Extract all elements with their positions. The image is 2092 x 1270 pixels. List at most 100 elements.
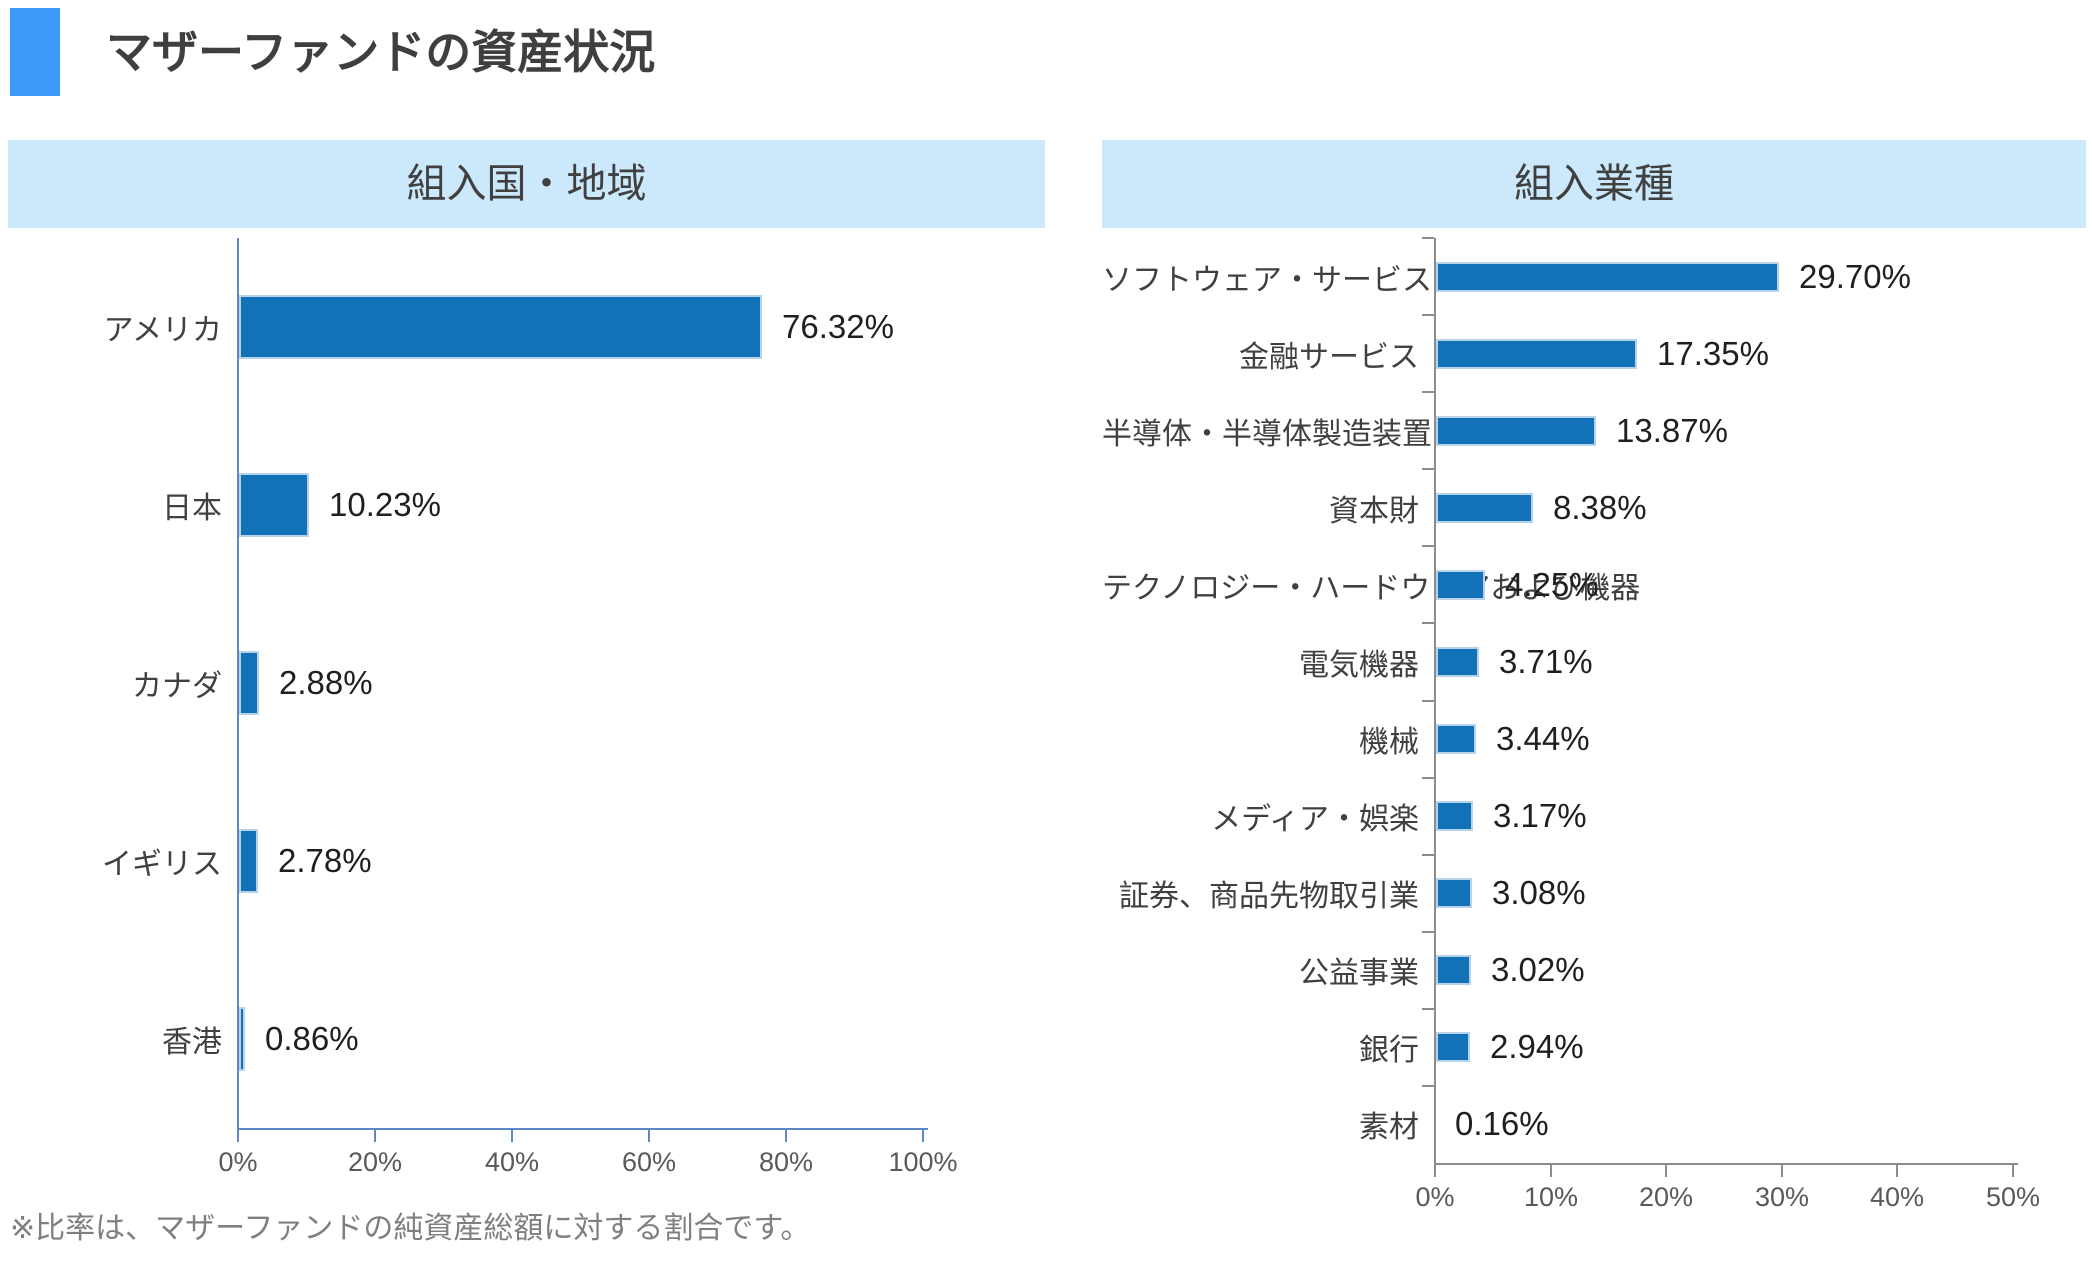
value-label: 2.94% [1490, 1028, 1584, 1066]
bar [239, 1007, 245, 1071]
title-accent-square [10, 8, 60, 96]
x-axis-tick-label: 0% [218, 1147, 258, 1177]
bar-area: 4.25% [1435, 566, 2086, 604]
bar-row: 金融サービス 17.35% [1102, 315, 2086, 392]
value-label: 0.16% [1455, 1105, 1549, 1143]
x-axis-line [238, 1128, 928, 1130]
chart-countries-plot: アメリカ 76.32% 日本 10.23% カナダ 2.88% イギリス 2.78% 香港 0.8… [8, 238, 1045, 1128]
x-axis-tick [237, 1128, 239, 1142]
category-label: ソフトウェア・サービス [1102, 263, 1432, 297]
x-axis-tick-label: 20% [347, 1147, 403, 1177]
bar [1436, 724, 1476, 754]
category-axis-tick [1422, 1008, 1434, 1010]
category-label: アメリカ [103, 314, 223, 347]
bar [1436, 569, 1485, 600]
value-label: 0.86% [265, 1020, 359, 1057]
bar [1436, 955, 1471, 986]
bar [1436, 415, 1596, 446]
value-label: 10.23% [329, 486, 441, 523]
value-label: 3.08% [1492, 874, 1586, 912]
x-axis-tick [1896, 1163, 1898, 1177]
bar-row: メディア・娯楽 3.17% [1102, 778, 2086, 855]
bar [239, 651, 259, 715]
category-label: 素材 [1359, 1111, 1419, 1145]
bar-row: 半導体・半導体製造装置 13.87% [1102, 392, 2086, 469]
x-axis-tick-label: 0% [1415, 1182, 1455, 1212]
category-label: カナダ [132, 670, 222, 703]
bar-area: 3.02% [1435, 951, 2086, 989]
page-title: マザーファンドの資産状況 [106, 26, 656, 78]
category-label: 日本 [162, 492, 222, 525]
category-axis-tick [1422, 931, 1434, 933]
bar-area: 76.32% [238, 295, 1045, 359]
bar-row: 素材 0.16% [1102, 1086, 2086, 1163]
bar-area: 3.71% [1435, 643, 2086, 681]
x-axis-tick-label: 60% [621, 1147, 677, 1177]
x-axis-tick [1434, 1163, 1436, 1177]
bar-area: 0.16% [1435, 1105, 2086, 1143]
bar-area: 3.44% [1435, 720, 2086, 758]
x-axis-tick [648, 1128, 650, 1142]
bar-row: ソフトウェア・サービス 29.70% [1102, 238, 2086, 315]
x-axis-tick-label: 40% [484, 1147, 540, 1177]
bar-row: 電気機器 3.71% [1102, 623, 2086, 700]
x-axis-tick-label: 100% [888, 1147, 958, 1177]
value-label: 17.35% [1657, 334, 1769, 372]
category-axis-tick [1422, 854, 1434, 856]
bar [1436, 801, 1473, 832]
bar-row: 機械 3.44% [1102, 700, 2086, 777]
value-label: 3.44% [1496, 720, 1590, 757]
bar-row: 証券、商品先物取引業 3.08% [1102, 855, 2086, 932]
chart-industries-x-axis: 0% 10% 20% 30% 40% 50% [1415, 1163, 2086, 1223]
category-label: 銀行 [1359, 1034, 1419, 1068]
category-label: 資本財 [1329, 494, 1419, 528]
bar-area: 3.17% [1435, 797, 2086, 835]
value-label: 2.88% [279, 664, 373, 701]
chart-industries-header: 組入業種 [1102, 140, 2086, 228]
category-label: 香港 [162, 1026, 222, 1059]
x-axis-tick [2012, 1163, 2014, 1177]
x-axis-tick [1550, 1163, 1552, 1177]
bar-row: カナダ 2.88% [8, 594, 1045, 772]
value-label: 29.70% [1799, 257, 1911, 295]
x-axis-tick-label: 80% [758, 1147, 814, 1177]
category-axis-tick [1422, 237, 1434, 239]
bar-row: 公益事業 3.02% [1102, 932, 2086, 1009]
value-label: 3.71% [1499, 642, 1593, 680]
bar-row: イギリス 2.78% [8, 772, 1045, 950]
chart-countries-x-axis: 0% 20% 40% 60% 80% 100% [218, 1128, 1045, 1188]
category-label: メディア・娯楽 [1211, 803, 1419, 837]
value-label: 3.17% [1493, 797, 1587, 835]
bar-area: 17.35% [1435, 335, 2086, 373]
y-axis-line [1434, 238, 1436, 1163]
x-axis-tick [922, 1128, 924, 1142]
bar [1436, 1032, 1470, 1063]
bar [239, 829, 258, 893]
bar-row: 資本財 8.38% [1102, 469, 2086, 546]
bar-row: 銀行 2.94% [1102, 1009, 2086, 1086]
category-label: 公益事業 [1299, 957, 1419, 991]
bar-area: 2.94% [1435, 1028, 2086, 1066]
category-label: 証券、商品先物取引業 [1119, 880, 1419, 914]
x-axis-tick [374, 1128, 376, 1142]
value-label: 2.78% [278, 842, 372, 879]
x-axis-tick [1781, 1163, 1783, 1177]
chart-industries: 組入業種 ソフトウェア・サービス 29.70% 金融サービス 17.35% 半導体・半導… [1102, 140, 2086, 1223]
bar-row: アメリカ 76.32% [8, 238, 1045, 416]
value-label: 4.25% [1505, 565, 1599, 603]
value-label: 76.32% [782, 308, 894, 345]
bar-area: 3.08% [1435, 874, 2086, 912]
category-axis-tick [1422, 391, 1434, 393]
x-axis-tick [511, 1128, 513, 1142]
bar-row: 日本 10.23% [8, 416, 1045, 594]
category-label: イギリス [102, 848, 222, 881]
bar-area: 0.86% [238, 1007, 1045, 1071]
x-axis-line [1435, 1163, 2018, 1165]
bar [239, 295, 762, 359]
bar-area: 8.38% [1435, 489, 2086, 527]
x-axis-tick-label: 10% [1523, 1182, 1579, 1212]
value-label: 13.87% [1616, 411, 1728, 449]
x-axis-tick [785, 1128, 787, 1142]
category-axis-tick [1422, 545, 1434, 547]
chart-industries-plot: ソフトウェア・サービス 29.70% 金融サービス 17.35% 半導体・半導体製造装置… [1102, 237, 2086, 1163]
